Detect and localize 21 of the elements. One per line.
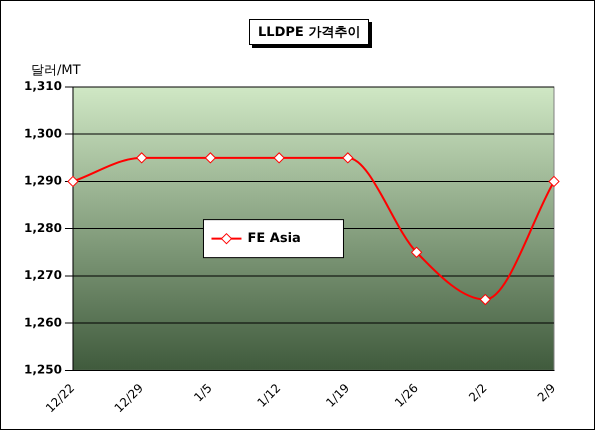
point <box>342 152 354 164</box>
point <box>67 176 78 187</box>
y-tick-label: 1,310 <box>24 79 62 94</box>
y-axis-title: 달러/MT <box>31 62 81 79</box>
y-tick-label: 1,260 <box>24 315 62 330</box>
x-tick-label: 2/2 <box>466 380 490 404</box>
y-tick-label: 1,290 <box>24 174 62 188</box>
y-tick-label: 1,270 <box>24 268 62 282</box>
point <box>136 152 148 164</box>
point <box>480 294 491 306</box>
y-tick-label: 1,280 <box>24 220 62 235</box>
x-tick-label: 2/9 <box>534 380 558 404</box>
point <box>274 152 285 164</box>
y-tick-label: 1,300 <box>24 126 62 140</box>
point <box>548 176 560 187</box>
legend-label: FE Asia <box>247 231 301 246</box>
point <box>411 246 422 258</box>
y-tick-label: 1,250 <box>24 362 62 376</box>
chart-title: LLDPE 가격추이 <box>249 19 370 45</box>
x-tick-label: 1/5 <box>191 380 215 404</box>
point <box>204 152 216 164</box>
